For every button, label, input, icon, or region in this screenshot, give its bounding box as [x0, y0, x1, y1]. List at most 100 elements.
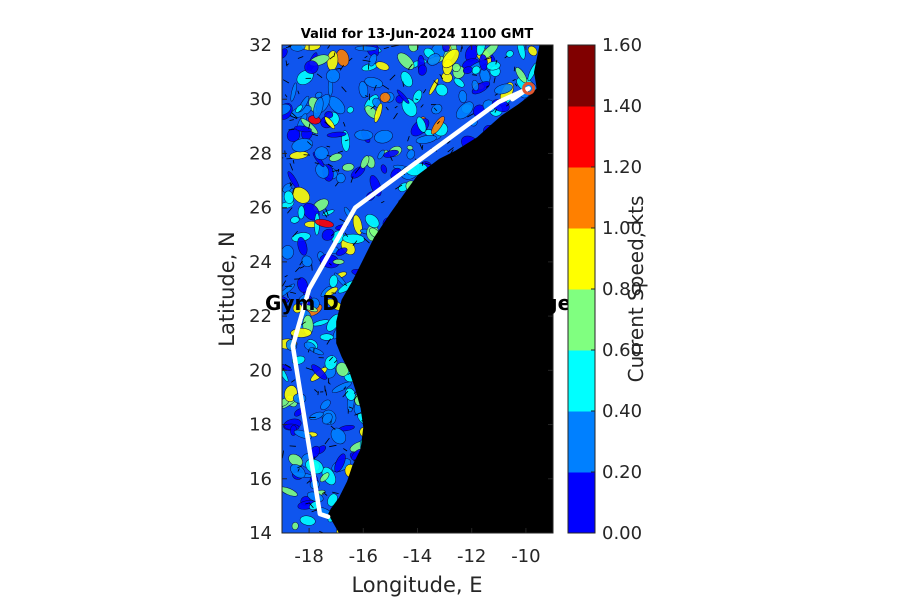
- colorbar-tick-label: 0.20: [602, 462, 642, 483]
- current-vector: [307, 349, 310, 353]
- speed-patch: [324, 355, 338, 370]
- speed-patch: [406, 145, 414, 151]
- speed-patch: [292, 187, 311, 204]
- overlay-caption: Gym D ssage: [265, 291, 571, 315]
- speed-patch: [455, 101, 474, 120]
- speed-patch: [406, 149, 415, 160]
- speed-patch: [297, 277, 308, 293]
- current-vector: [343, 448, 348, 452]
- speed-patch: [374, 103, 383, 123]
- colorbar-tick-label: 0.40: [602, 401, 642, 422]
- colorbar-tick-label: 1.60: [602, 35, 642, 56]
- current-vector: [284, 363, 291, 368]
- speed-patch: [471, 80, 479, 91]
- current-vector: [350, 176, 354, 183]
- current-vector: [289, 183, 293, 187]
- speed-patch: [377, 149, 385, 160]
- x-axis: -18 -16 -14 -12 -10: [294, 45, 541, 567]
- colorbar-tick-label: 1.40: [602, 96, 642, 117]
- current-vector: [326, 154, 332, 157]
- current-vector: [344, 232, 349, 237]
- current-vector: [334, 360, 338, 364]
- x-axis-label: Longitude, E: [351, 573, 482, 597]
- current-vector: [324, 121, 331, 128]
- x-tick-label: -14: [403, 546, 432, 567]
- current-vector: [324, 493, 328, 496]
- colorbar-label: Current Speed, kts: [624, 196, 648, 383]
- y-tick-label: 30: [249, 89, 272, 110]
- current-vector: [370, 105, 376, 110]
- current-vector: [297, 465, 302, 469]
- current-vector: [289, 115, 298, 120]
- speed-patch: [334, 453, 346, 473]
- y-tick-label: 20: [249, 360, 272, 381]
- current-vector: [292, 230, 299, 238]
- speed-patch: [527, 45, 538, 56]
- current-vector: [314, 389, 319, 393]
- current-vector: [327, 163, 333, 168]
- current-vector: [328, 262, 332, 266]
- y-tick-label: 22: [249, 306, 272, 327]
- current-vector: [343, 121, 346, 127]
- current-vector: [289, 163, 294, 171]
- current-vector: [282, 79, 290, 84]
- speed-patch: [294, 125, 312, 133]
- current-vector: [289, 119, 294, 121]
- speed-patch: [335, 247, 348, 256]
- colorbar-segment: [568, 228, 595, 290]
- current-vector: [439, 73, 444, 80]
- current-vector: [329, 444, 337, 448]
- y-axis-label: Latitude, N: [215, 231, 239, 347]
- current-vector: [317, 391, 319, 396]
- current-vector: [485, 85, 490, 88]
- colorbar-segment: [568, 472, 595, 534]
- current-vector: [297, 56, 304, 59]
- speed-patch: [431, 103, 443, 115]
- speed-patch: [309, 347, 324, 356]
- speed-patch: [453, 77, 465, 88]
- current-vector: [513, 66, 516, 72]
- x-tick-label: -18: [294, 546, 323, 567]
- current-vector: [311, 133, 319, 137]
- current-vector: [362, 59, 371, 62]
- current-vector: [314, 162, 319, 164]
- current-vector: [363, 237, 370, 244]
- current-vector: [394, 105, 398, 109]
- x-tick-label: -16: [349, 546, 378, 567]
- current-vector: [373, 84, 377, 91]
- speed-patch: [383, 149, 399, 158]
- speed-patch: [330, 427, 347, 445]
- current-vector: [472, 74, 478, 76]
- current-vector: [285, 60, 288, 67]
- current-vector: [512, 79, 516, 82]
- current-vector: [306, 480, 311, 484]
- speed-patch: [282, 362, 292, 371]
- current-vector: [344, 139, 349, 142]
- current-vector: [299, 260, 303, 266]
- current-vector: [327, 45, 331, 49]
- current-vector: [385, 106, 389, 111]
- speed-patch: [458, 90, 468, 103]
- colorbar-segment: [568, 45, 595, 107]
- colorbar-tick-label: 0.00: [602, 523, 642, 544]
- current-vector: [325, 208, 329, 216]
- current-vector: [292, 159, 295, 164]
- speed-patch: [431, 116, 445, 135]
- current-vector: [282, 450, 284, 459]
- speed-patch: [314, 219, 334, 228]
- current-vector: [342, 390, 349, 398]
- y-tick-label: 16: [249, 469, 272, 490]
- current-vector: [381, 200, 385, 204]
- current-vector: [287, 207, 293, 214]
- speed-patch: [354, 45, 378, 52]
- current-vector: [282, 156, 284, 159]
- speed-patch: [479, 54, 488, 71]
- current-vector: [295, 266, 301, 273]
- speed-patch: [417, 64, 427, 76]
- current-vector: [433, 80, 439, 86]
- current-vector: [331, 233, 334, 237]
- speed-patch: [299, 515, 316, 526]
- current-vector: [354, 166, 361, 174]
- current-vector: [308, 123, 311, 130]
- speed-patch: [412, 89, 423, 104]
